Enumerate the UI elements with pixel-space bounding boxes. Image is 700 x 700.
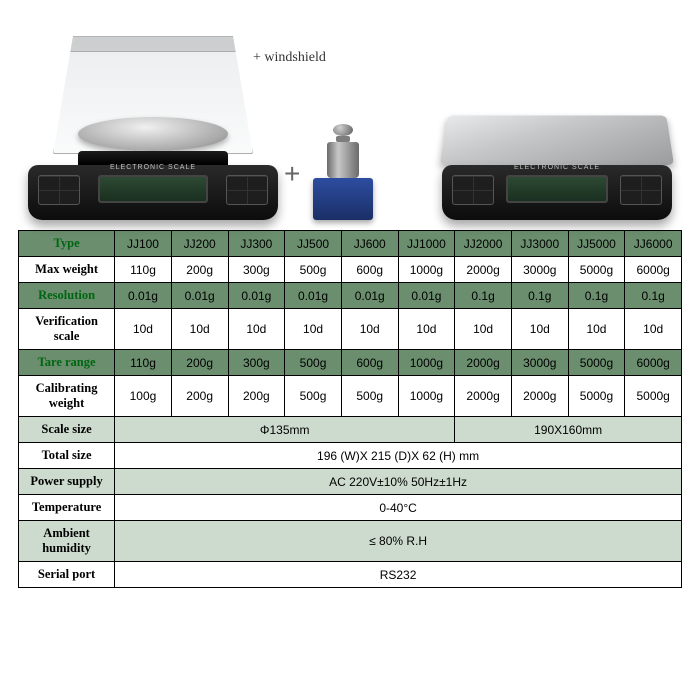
- product-images: G&G + windshield + G&G: [18, 20, 682, 220]
- row-maxweight: Max weight 110g 200g 300g 500g 600g 1000…: [19, 257, 682, 283]
- row-scale-size: Scale size Φ135mm 190X160mm: [19, 417, 682, 443]
- model: JJ6000: [625, 231, 682, 257]
- row-serial: Serial port RS232: [19, 562, 682, 588]
- row-humidity: Ambient humidity ≤ 80% R.H: [19, 521, 682, 562]
- model: JJ100: [115, 231, 172, 257]
- row-resolution: Resolution 0.01g 0.01g 0.01g 0.01g 0.01g…: [19, 283, 682, 309]
- scale-large: G&G: [432, 70, 682, 220]
- row-temperature: Temperature 0-40°C: [19, 495, 682, 521]
- model: JJ2000: [455, 231, 512, 257]
- plus-icon: +: [284, 158, 300, 190]
- keypad-icon: [620, 175, 662, 205]
- spec-page: G&G + windshield + G&G Type JJ100: [0, 0, 700, 606]
- hdr-type: Type: [19, 231, 115, 257]
- scale-base: G&G: [28, 165, 278, 220]
- scale-small: G&G: [18, 30, 288, 220]
- model: JJ5000: [568, 231, 625, 257]
- model: JJ500: [285, 231, 342, 257]
- cal-weight-icon: [308, 130, 378, 220]
- model: JJ300: [228, 231, 285, 257]
- model: JJ600: [341, 231, 398, 257]
- model: JJ1000: [398, 231, 455, 257]
- row-calibrating: Calibrating weight 100g 200g 200g 500g 5…: [19, 376, 682, 417]
- keypad-icon: [38, 175, 80, 205]
- row-verification: Verification scale 10d 10d 10d 10d 10d 1…: [19, 309, 682, 350]
- round-pan-icon: [78, 117, 228, 151]
- model: JJ3000: [511, 231, 568, 257]
- rect-pan-icon: [440, 116, 674, 165]
- keypad-icon: [226, 175, 268, 205]
- keypad-icon: [452, 175, 494, 205]
- scale-base: G&G: [442, 165, 672, 220]
- row-tare: Tare range 110g 200g 300g 500g 600g 1000…: [19, 350, 682, 376]
- row-type: Type JJ100 JJ200 JJ300 JJ500 JJ600 JJ100…: [19, 231, 682, 257]
- spec-table: Type JJ100 JJ200 JJ300 JJ500 JJ600 JJ100…: [18, 230, 682, 588]
- windshield-label: + windshield: [253, 50, 326, 66]
- row-total-size: Total size 196 (W)X 215 (D)X 62 (H) mm: [19, 443, 682, 469]
- model: JJ200: [171, 231, 228, 257]
- row-power: Power supply AC 220V±10% 50Hz±1Hz: [19, 469, 682, 495]
